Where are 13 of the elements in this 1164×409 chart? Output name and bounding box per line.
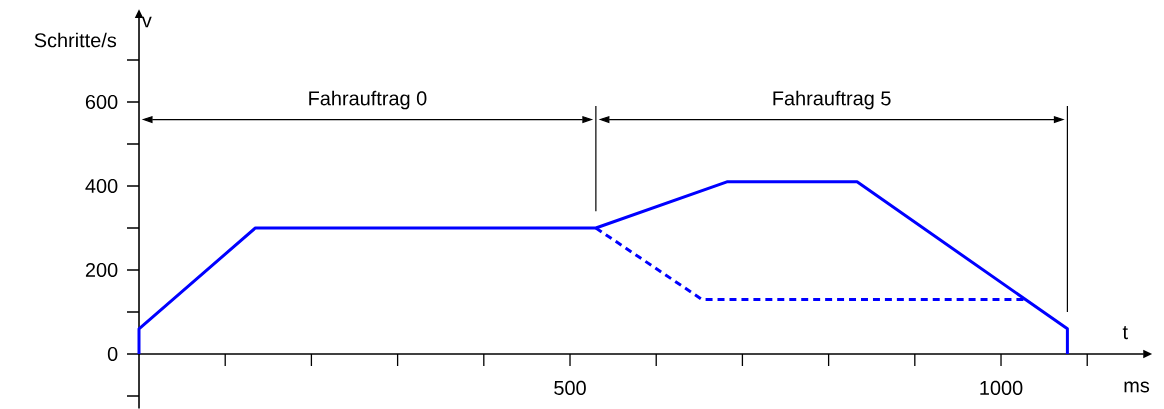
annotation: Fahrauftrag 5 — [773, 90, 891, 110]
y-axis-title: v — [141, 16, 152, 28]
annotation: ms — [1124, 381, 1150, 393]
text: Schritte/s — [34, 32, 117, 48]
line-series — [137, 180, 1069, 356]
y-tick-label: 400 — [85, 178, 118, 193]
y-tick-label: 200 — [85, 262, 118, 277]
x-tick-label: 500 — [554, 380, 586, 395]
y-tick-label: 0 — [107, 346, 118, 361]
x-tick-label: 1000 — [980, 380, 1023, 395]
x-axis-title: t — [1122, 325, 1128, 339]
annotation: Fahrauftrag 0 — [309, 90, 427, 110]
y-tick-label: 600 — [85, 94, 118, 109]
